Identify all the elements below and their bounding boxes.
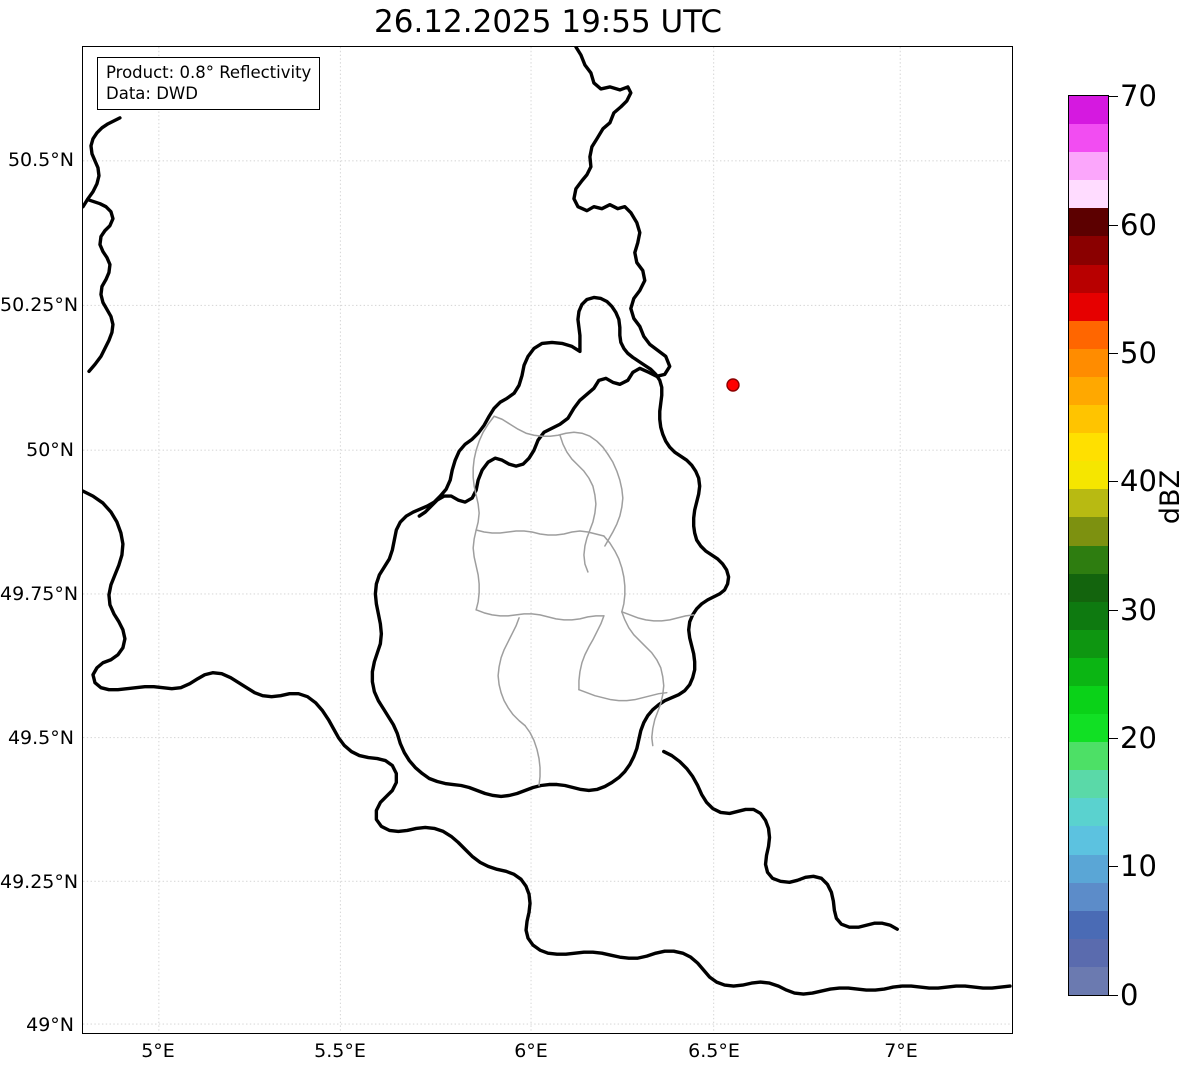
colorbar-segment bbox=[1069, 910, 1108, 939]
info-data-line: Data: DWD bbox=[106, 84, 198, 103]
grid-lines-longitude bbox=[158, 47, 901, 1033]
x-tick-label-5-5e: 5.5°E bbox=[314, 1040, 366, 1062]
country-borders bbox=[83, 47, 1012, 996]
colorbar-segment bbox=[1069, 657, 1108, 686]
y-tick-label-50-25: 50.25°N bbox=[0, 294, 79, 316]
colorbar-tick-70 bbox=[1109, 96, 1118, 97]
colorbar-segment bbox=[1069, 376, 1108, 406]
colorbar-segment bbox=[1069, 405, 1108, 434]
colorbar-label-10: 10 bbox=[1120, 849, 1157, 883]
colorbar-segment bbox=[1069, 573, 1108, 602]
colorbar-tick-40 bbox=[1109, 481, 1118, 482]
colorbar-tick-50 bbox=[1109, 353, 1118, 354]
colorbar-segment bbox=[1069, 742, 1108, 771]
colorbar-segment bbox=[1069, 348, 1108, 377]
y-tick-label-49: 49°N bbox=[26, 1014, 74, 1036]
colorbar-segment bbox=[1069, 854, 1108, 883]
info-product-line: Product: 0.8° Reflectivity bbox=[106, 63, 312, 82]
y-tick-label-49-5: 49.5°N bbox=[7, 727, 74, 749]
colorbar-label-50: 50 bbox=[1120, 336, 1157, 370]
x-tick-label-5e: 5°E bbox=[141, 1040, 175, 1062]
colorbar-segment bbox=[1069, 826, 1108, 855]
colorbar-label-70: 70 bbox=[1120, 79, 1157, 113]
colorbar-label-40: 40 bbox=[1120, 464, 1157, 498]
colorbar-segment bbox=[1069, 489, 1108, 518]
colorbar-segment bbox=[1069, 208, 1108, 237]
colorbar-segment bbox=[1069, 685, 1108, 715]
info-box: Product: 0.8° Reflectivity Data: DWD bbox=[97, 57, 321, 110]
colorbar[interactable] bbox=[1068, 95, 1109, 996]
y-tick-label-49-75: 49.75°N bbox=[0, 583, 79, 605]
colorbar-segment bbox=[1069, 966, 1108, 995]
colorbar-segment bbox=[1069, 770, 1108, 799]
y-tick-label-50: 50°N bbox=[26, 439, 74, 461]
colorbar-tick-60 bbox=[1109, 225, 1118, 226]
colorbar-tick-20 bbox=[1109, 738, 1118, 739]
colorbar-segment bbox=[1069, 180, 1108, 209]
colorbar-segment bbox=[1069, 292, 1108, 321]
x-tick-label-7e: 7°E bbox=[884, 1040, 918, 1062]
x-tick-label-6-5e: 6.5°E bbox=[688, 1040, 740, 1062]
grid-lines-latitude bbox=[83, 160, 1012, 1025]
colorbar-segment bbox=[1069, 714, 1108, 743]
colorbar-label-20: 20 bbox=[1120, 721, 1157, 755]
colorbar-tick-0 bbox=[1109, 995, 1118, 996]
colorbar-tick-30 bbox=[1109, 610, 1118, 611]
colorbar-segment bbox=[1069, 152, 1108, 181]
colorbar-segment bbox=[1069, 517, 1108, 546]
y-tick-label-50-5: 50.5°N bbox=[7, 149, 74, 171]
page-title: 26.12.2025 19:55 UTC bbox=[374, 4, 722, 40]
colorbar-label-60: 60 bbox=[1120, 208, 1157, 242]
colorbar-segment bbox=[1069, 545, 1108, 574]
colorbar-segment bbox=[1069, 236, 1108, 265]
colorbar-label-30: 30 bbox=[1120, 593, 1157, 627]
colorbar-axis-label: dBZ bbox=[1155, 469, 1186, 525]
colorbar-segment bbox=[1069, 96, 1108, 125]
colorbar-tick-10 bbox=[1109, 866, 1118, 867]
colorbar-segment bbox=[1069, 461, 1108, 490]
colorbar-segment bbox=[1069, 629, 1108, 658]
colorbar-segment bbox=[1069, 601, 1108, 630]
colorbar-label-0: 0 bbox=[1120, 978, 1139, 1012]
colorbar-segment bbox=[1069, 882, 1108, 911]
colorbar-segment bbox=[1069, 938, 1108, 967]
colorbar-segment bbox=[1069, 433, 1108, 462]
colorbar-segment bbox=[1069, 798, 1108, 827]
x-tick-label-6e: 6°E bbox=[514, 1040, 548, 1062]
colorbar-segment bbox=[1069, 264, 1108, 293]
map-plot-area[interactable]: Product: 0.8° Reflectivity Data: DWD bbox=[82, 46, 1013, 1034]
region-borders bbox=[472, 415, 695, 787]
y-tick-label-49-25: 49.25°N bbox=[0, 871, 79, 893]
colorbar-segment bbox=[1069, 320, 1108, 349]
map-canvas bbox=[83, 47, 1012, 1033]
colorbar-segment bbox=[1069, 124, 1108, 153]
